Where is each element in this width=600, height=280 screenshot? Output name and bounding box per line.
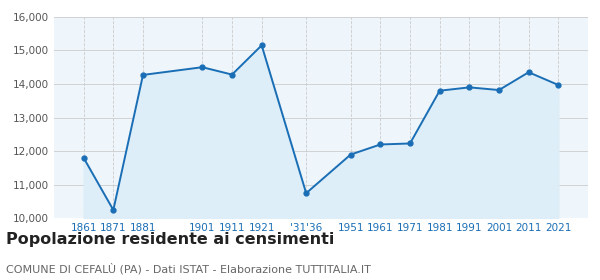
Text: COMUNE DI CEFALÙ (PA) - Dati ISTAT - Elaborazione TUTTITALIA.IT: COMUNE DI CEFALÙ (PA) - Dati ISTAT - Ela… — [6, 263, 371, 275]
Text: Popolazione residente ai censimenti: Popolazione residente ai censimenti — [6, 232, 334, 248]
